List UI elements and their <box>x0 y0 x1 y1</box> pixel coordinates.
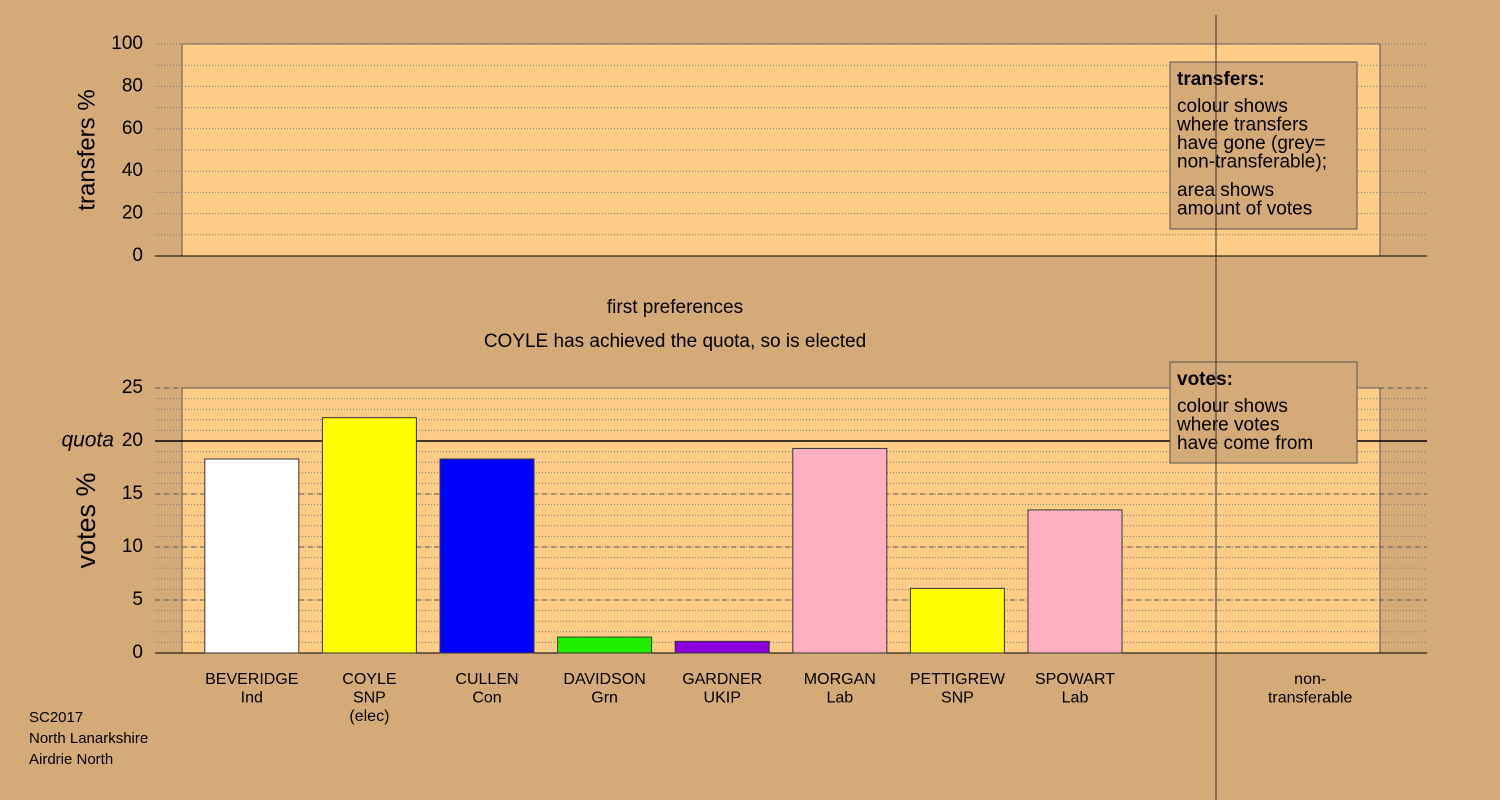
x-tick-label: PETTIGREW <box>910 671 1006 688</box>
legend-text: have gone (grey= <box>1177 133 1325 154</box>
legend-text: colour shows <box>1177 96 1288 117</box>
bar <box>792 447 888 654</box>
legend-title: votes: <box>1177 369 1233 390</box>
legend-text: area shows <box>1177 180 1274 201</box>
y-tick-label: 25 <box>122 377 143 398</box>
x-tick-label: SNP <box>941 690 974 707</box>
legend-box <box>1169 61 1358 230</box>
x-tick-label: BEVERIDGE <box>205 671 298 688</box>
x-tick-label: Lab <box>1062 690 1089 707</box>
legend-text: where transfers <box>1176 115 1308 136</box>
x-tick-label: COYLE <box>342 671 396 688</box>
quota-label: quota <box>61 429 114 452</box>
x-tick-label: CULLEN <box>455 671 518 688</box>
y-tick-label: 60 <box>122 118 143 139</box>
legend-text: non-transferable); <box>1177 152 1327 173</box>
x-tick-label: DAVIDSON <box>563 671 645 688</box>
bar <box>557 636 653 654</box>
y-tick-label: 80 <box>122 75 143 96</box>
x-tick-label: SPOWART <box>1035 671 1115 688</box>
bar <box>1027 509 1123 654</box>
chart-subtitle: COYLE has achieved the quota, so is elec… <box>484 331 866 352</box>
legend-text: have come from <box>1177 433 1313 454</box>
bar <box>909 587 1005 654</box>
y-tick-label: 0 <box>132 245 143 266</box>
bar <box>439 458 535 654</box>
legend-text: amount of votes <box>1177 199 1312 220</box>
y-axis-title: transfers % <box>73 89 100 210</box>
bar <box>321 417 417 654</box>
bar <box>674 640 770 654</box>
legend-title: transfers: <box>1177 69 1265 90</box>
y-tick-label: 20 <box>122 203 143 224</box>
y-tick-label: 5 <box>132 589 143 610</box>
x-tick-label: MORGAN <box>804 671 876 688</box>
x-tick-label: (elec) <box>349 708 389 725</box>
legend-text: colour shows <box>1177 396 1288 417</box>
y-tick-label: 100 <box>111 33 143 54</box>
footer-text: North Lanarkshire <box>29 730 148 747</box>
legend-text: where votes <box>1176 415 1279 436</box>
x-tick-label: Lab <box>826 690 853 707</box>
y-tick-label: 0 <box>132 642 143 663</box>
y-tick-label: 40 <box>122 160 143 181</box>
y-tick-label: 20 <box>122 430 143 451</box>
x-tick-label: non- <box>1294 671 1326 688</box>
x-tick-label: UKIP <box>704 690 741 707</box>
bar <box>204 458 300 654</box>
legend-box <box>1169 361 1358 464</box>
x-tick-label: Ind <box>241 690 263 707</box>
y-axis-title: votes % <box>71 472 101 568</box>
x-tick-label: SNP <box>353 690 386 707</box>
y-tick-label: 15 <box>122 483 143 504</box>
x-tick-label: transferable <box>1268 690 1353 707</box>
x-tick-label: Grn <box>591 690 618 707</box>
footer-text: SC2017 <box>29 709 83 726</box>
footer-text: Airdrie North <box>29 751 113 768</box>
chart-title: first preferences <box>607 297 743 318</box>
y-tick-label: 10 <box>122 536 143 557</box>
x-tick-label: Con <box>472 690 501 707</box>
x-tick-label: GARDNER <box>682 671 762 688</box>
